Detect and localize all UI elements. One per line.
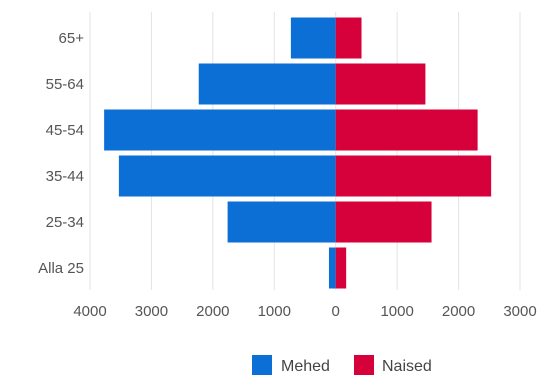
legend-label-naised: Naised bbox=[382, 358, 432, 375]
legend-label-mehed: Mehed bbox=[281, 358, 330, 375]
legend-item-mehed[interactable]: Mehed bbox=[252, 355, 330, 375]
x-tick-label: 3000 bbox=[135, 303, 168, 320]
bar-naised-65-[interactable] bbox=[335, 17, 362, 59]
bar-mehed-alla-25[interactable] bbox=[328, 247, 336, 289]
bar-naised-55-64[interactable] bbox=[335, 63, 426, 105]
y-category-label: Alla 25 bbox=[38, 260, 84, 277]
x-tick-label: 1000 bbox=[380, 303, 413, 320]
y-category-label: 65+ bbox=[59, 30, 85, 47]
legend-swatch-naised bbox=[354, 355, 374, 375]
bar-naised-alla-25[interactable] bbox=[335, 247, 347, 289]
legend-swatch-mehed bbox=[252, 355, 272, 375]
bar-naised-45-54[interactable] bbox=[335, 109, 478, 151]
x-tick-label: 3000 bbox=[503, 303, 536, 320]
bar-mehed-35-44[interactable] bbox=[118, 155, 336, 197]
x-tick-label: 1000 bbox=[258, 303, 291, 320]
x-tick-label: 4000 bbox=[73, 303, 106, 320]
bar-mehed-65-[interactable] bbox=[290, 17, 336, 59]
bar-mehed-55-64[interactable] bbox=[198, 63, 336, 105]
y-category-label: 55-64 bbox=[46, 76, 84, 93]
bars bbox=[104, 17, 492, 289]
x-tick-label: 2000 bbox=[196, 303, 229, 320]
legend-item-naised[interactable]: Naised bbox=[354, 355, 432, 375]
bar-naised-35-44[interactable] bbox=[335, 155, 492, 197]
x-tick-label: 0 bbox=[332, 303, 340, 320]
y-axis-labels: 65+ 55-64 45-54 35-44 25-34 Alla 25 bbox=[38, 30, 84, 277]
y-category-label: 25-34 bbox=[46, 214, 84, 231]
bar-mehed-25-34[interactable] bbox=[227, 201, 336, 243]
bar-mehed-45-54[interactable] bbox=[104, 109, 336, 151]
y-category-label: 45-54 bbox=[46, 122, 84, 139]
x-tick-label: 2000 bbox=[442, 303, 475, 320]
y-category-label: 35-44 bbox=[46, 168, 84, 185]
legend: Mehed Naised bbox=[252, 355, 432, 375]
x-axis-labels: 4000 3000 2000 1000 0 1000 2000 3000 bbox=[73, 303, 536, 320]
bar-naised-25-34[interactable] bbox=[335, 201, 432, 243]
